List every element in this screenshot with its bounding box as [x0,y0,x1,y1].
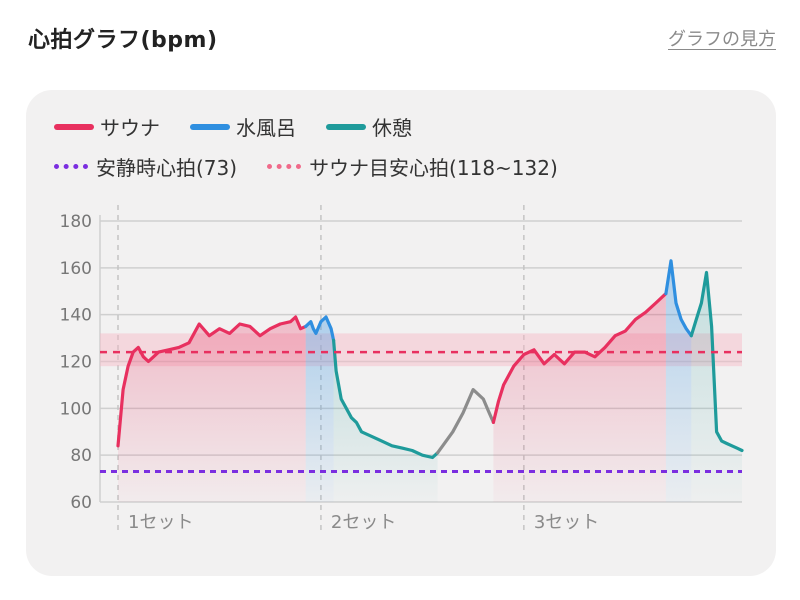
legend-resting-hr-label: 安静時心拍(73) [96,156,238,180]
line-other-3 [436,388,495,455]
legend-row-2: 安静時心拍(73) サウナ目安心拍(118~132) [54,152,588,181]
sauna-target-swatch [267,164,302,169]
area-rest-6 [691,272,742,502]
y-tick-80: 80 [70,446,92,466]
legend-cold-water-label: 水風呂 [236,116,296,140]
y-tick-160: 160 [60,259,92,279]
axis-labels: 60 80 100 120 140 160 180 1セット 2セット 3セット [60,212,600,533]
resting-hr-swatch [54,164,88,169]
y-tick-180: 180 [60,212,92,232]
area-cold_water-1 [305,317,334,502]
rest-swatch [326,123,366,130]
line-sauna-0 [116,315,308,448]
cold-water-swatch [190,123,230,130]
legend-sauna-target-label: サウナ目安心拍(118~132) [309,156,558,180]
y-tick-140: 140 [60,306,92,326]
legend-sauna: サウナ [54,112,160,141]
legend-rest: 休憩 [326,112,412,141]
area-rest-2 [333,340,438,502]
set-label-3: 3セット [534,512,599,533]
reference-lines [100,350,742,474]
y-tick-100: 100 [60,399,92,419]
legend-row-1: サウナ 水風呂 休憩 [54,112,442,141]
legend-sauna-target: サウナ目安心拍(118~132) [267,152,558,181]
area-sauna-0 [118,317,306,502]
area-cold_water-5 [665,260,692,502]
chart-header: 心拍グラフ(bpm) グラフの見方 [28,18,776,58]
line-cold_water-5 [664,259,693,338]
set-label-1: 1セット [128,512,193,533]
sauna-swatch [54,123,94,130]
y-tick-120: 120 [60,353,92,373]
set-label-2: 2セット [331,512,396,533]
legend-cold-water: 水風呂 [190,112,296,141]
line-cold_water-1 [304,315,336,342]
legend-sauna-label: サウナ [100,116,160,140]
line-rest-6 [689,270,744,453]
legend-resting-hr: 安静時心拍(73) [54,152,237,181]
legend-rest-label: 休憩 [372,116,412,140]
y-tick-60: 60 [70,493,92,513]
series-lines [116,259,744,460]
line-rest-2 [332,338,440,460]
area-fills [118,260,742,502]
how-to-read-link[interactable]: グラフの見方 [668,29,776,50]
area-sauna-4 [493,293,666,502]
page-title: 心拍グラフ(bpm) [28,28,218,53]
